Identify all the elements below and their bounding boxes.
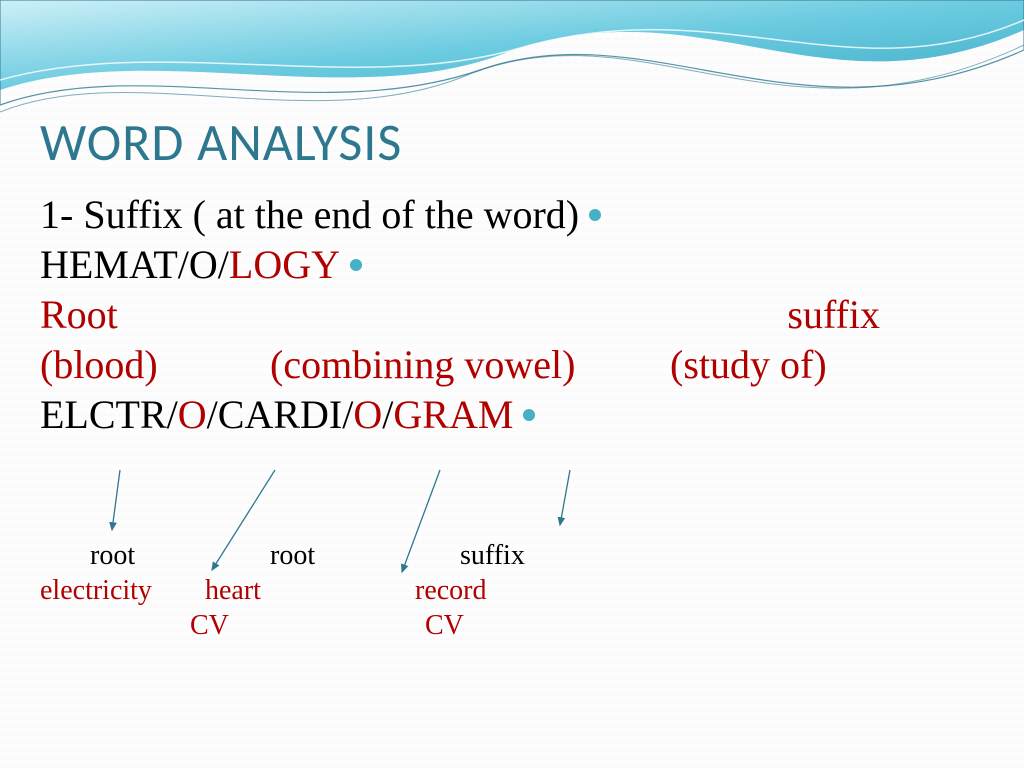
label-suffix: suffix <box>460 540 525 572</box>
line-3: Root suffix <box>40 290 940 340</box>
line-4-b: (combining vowel) <box>270 340 670 390</box>
label-root-2: root <box>270 540 460 572</box>
line-5-p2: /CARDI/ <box>207 390 354 440</box>
slide-body: 1- Suffix ( at the end of the word) HEMA… <box>40 190 980 440</box>
line-4-c: (study of) <box>670 340 827 390</box>
line-1: 1- Suffix ( at the end of the word) <box>40 190 980 240</box>
label-root-1: root <box>90 540 270 572</box>
label-electricity: electricity <box>40 575 205 607</box>
label-cv-1: CV <box>190 610 425 642</box>
line-2: HEMAT/O/LOGY <box>40 240 980 290</box>
line-5-o1: O <box>178 390 207 440</box>
line-4-a: (blood) <box>40 340 270 390</box>
label-cv-2: CV <box>425 610 464 642</box>
line-5-suf: GRAM <box>393 390 513 440</box>
label-record: record <box>415 575 487 607</box>
bullet-icon <box>589 209 601 221</box>
label-row-1: root root suffix <box>90 540 525 572</box>
line-5-p3: / <box>382 390 393 440</box>
bullet-icon <box>350 259 362 271</box>
line-5: ELCTR/O/CARDI/O/GRAM <box>40 390 980 440</box>
line-1-text: 1- Suffix ( at the end of the word) <box>40 190 579 240</box>
line-5-o2: O <box>353 390 382 440</box>
label-row-2: electricity heart record <box>40 575 487 607</box>
bullet-icon <box>523 409 535 421</box>
line-5-p1: ELCTR/ <box>40 390 178 440</box>
line-2-prefix: HEMAT/O/ <box>40 240 229 290</box>
label-row-3: CV CV <box>190 610 464 642</box>
line-4: (blood) (combining vowel) (study of) <box>40 340 980 390</box>
label-heart: heart <box>205 575 415 607</box>
slide-title: WORD ANALYSIS <box>40 110 402 174</box>
line-2-suffix: LOGY <box>229 240 340 290</box>
line-3-left: Root <box>40 290 118 340</box>
line-3-right: suffix <box>787 290 880 340</box>
